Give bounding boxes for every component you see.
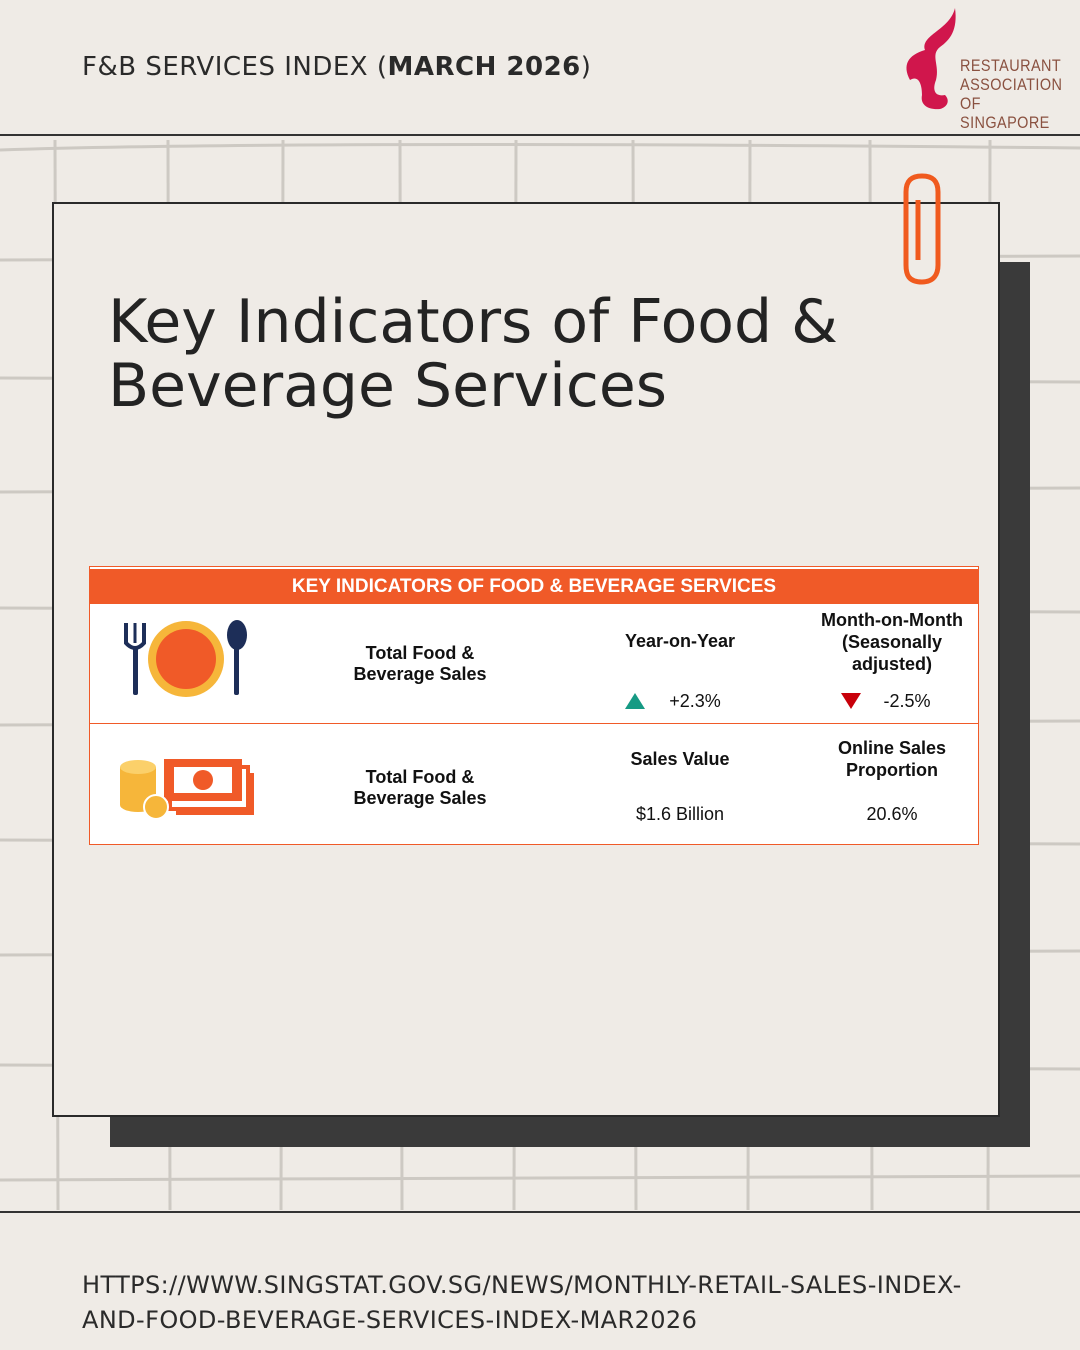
table-title: KEY INDICATORS OF FOOD & BEVERAGE SERVIC…	[90, 569, 978, 604]
indicator-table: KEY INDICATORS OF FOOD & BEVERAGE SERVIC…	[89, 566, 979, 845]
header-period: MARCH 2026	[387, 52, 581, 82]
down-arrow	[841, 693, 861, 709]
col-header: Online Sales Proportion	[837, 738, 947, 780]
card-title-line: Beverage Services	[108, 351, 668, 421]
card-title-line: Key Indicators of Food &	[108, 287, 838, 357]
row-separator	[90, 723, 978, 724]
logo-line: SINGAPORE	[960, 113, 1050, 132]
row-label: Total Food & Beverage Sales	[353, 767, 487, 808]
header-title-text: F&B SERVICES INDEX (	[82, 52, 388, 82]
footer-rule	[0, 1211, 1080, 1213]
header-title: F&B SERVICES INDEX (MARCH 2026)	[82, 52, 591, 82]
dining-icon	[124, 620, 247, 697]
col-value: $1.6 Billion	[635, 804, 725, 824]
card-title: Key Indicators of Food & Beverage Servic…	[108, 290, 838, 418]
source-line: HTTPS://WWW.SINGSTAT.GOV.SG/NEWS/MONTHLY…	[82, 1271, 962, 1299]
logo-line: RESTAURANT	[960, 56, 1062, 75]
col-value: -2.5%	[883, 691, 931, 711]
header-rule	[0, 134, 1080, 136]
up-arrow	[625, 693, 645, 709]
logo-line: ASSOCIATION OF	[960, 75, 1063, 113]
col-value: +2.3%	[669, 691, 721, 711]
col-header: Month-on-Month (Seasonally adjusted)	[821, 610, 963, 674]
col-header: Year-on-Year	[624, 631, 736, 651]
logo-text: RESTAURANT ASSOCIATION OF SINGAPORE	[960, 56, 1062, 132]
money-icon	[120, 759, 254, 820]
logo-mark	[906, 8, 956, 110]
row-label: Total Food & Beverage Sales	[353, 643, 487, 684]
source-url: HTTPS://WWW.SINGSTAT.GOV.SG/NEWS/MONTHLY…	[82, 1268, 962, 1338]
paperclip	[903, 173, 941, 285]
header-title-text: )	[580, 52, 592, 82]
source-line: AND-FOOD-BEVERAGE-SERVICES-INDEX-MAR2026	[82, 1306, 698, 1334]
col-header: Sales Value	[630, 749, 730, 769]
col-value: 20.6%	[866, 804, 918, 824]
